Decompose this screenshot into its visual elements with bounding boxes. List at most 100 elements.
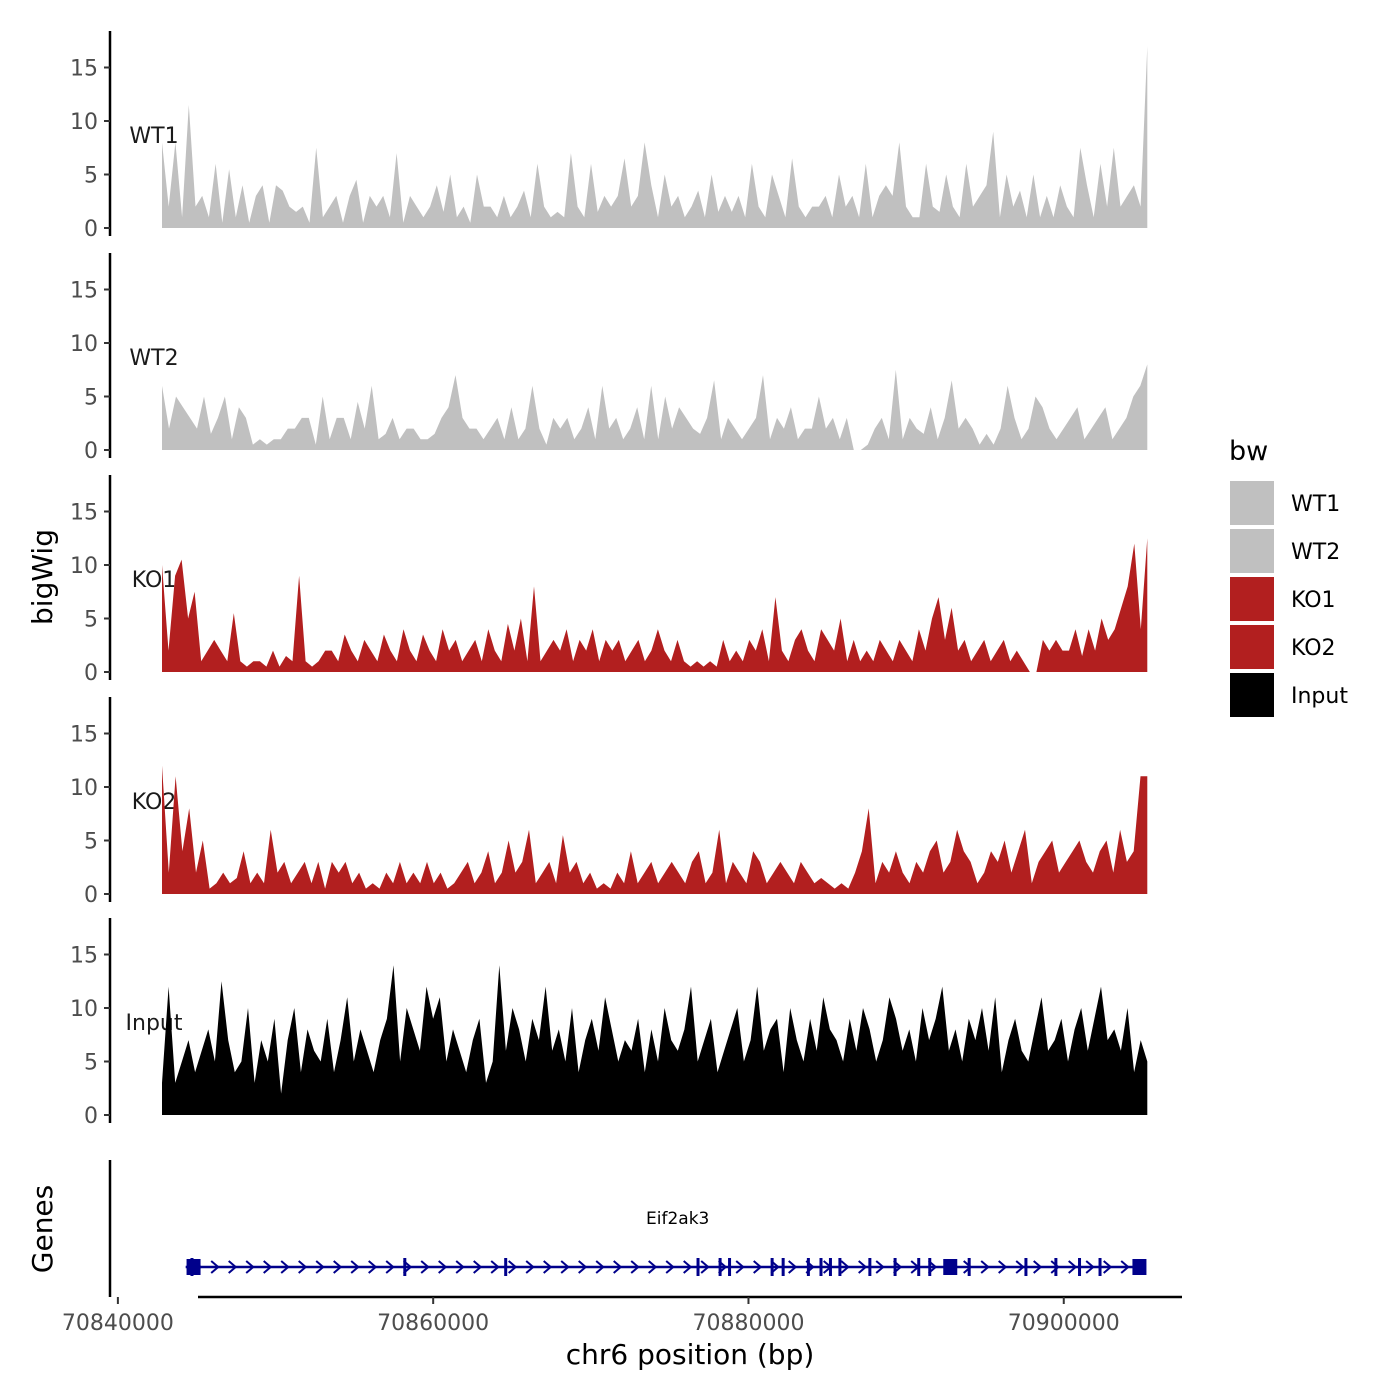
gene-exon xyxy=(1098,1258,1102,1276)
strand-arrow xyxy=(753,1260,763,1274)
legend-label: KO1 xyxy=(1291,588,1336,613)
strand-arrow xyxy=(333,1260,343,1274)
x-tick-label: 70900000 xyxy=(1008,1311,1120,1336)
legend-label: WT2 xyxy=(1291,540,1340,565)
tracks: 0 5 10 15 WT1 0 5 10 15 WT2 0 5 10 15 KO1 0 5 10 15 KO2 0 5 10… xyxy=(70,31,1148,1129)
strand-arrow xyxy=(998,1260,1008,1274)
signal-area-wt2 xyxy=(162,364,1148,450)
y-tick-label: 5 xyxy=(84,608,98,633)
strand-arrow xyxy=(1068,1260,1078,1274)
gene-exon xyxy=(504,1258,508,1276)
track-wt1: 0 5 10 15 WT1 xyxy=(70,31,1148,242)
signal-area-ko1 xyxy=(162,538,1148,672)
strand-arrow xyxy=(788,1260,798,1274)
strand-arrow xyxy=(455,1260,465,1274)
y-tick-label: 0 xyxy=(84,1104,98,1129)
strand-arrow xyxy=(560,1260,570,1274)
gene-exon xyxy=(806,1258,810,1276)
strand-arrow xyxy=(683,1260,693,1274)
strand-arrow xyxy=(735,1260,745,1274)
strand-arrow xyxy=(350,1260,360,1274)
strand-arrow xyxy=(875,1260,885,1274)
genes-panel-title: Genes xyxy=(26,1185,59,1273)
gene-name-label: Eif2ak3 xyxy=(646,1209,709,1229)
strand-arrow xyxy=(613,1260,623,1274)
y-tick-label: 5 xyxy=(84,164,98,189)
signal-area-input xyxy=(162,965,1148,1115)
gene-exon xyxy=(696,1258,700,1276)
strand-arrow xyxy=(980,1260,990,1274)
strand-arrow xyxy=(963,1260,973,1274)
gene-exon xyxy=(893,1258,897,1276)
strand-arrow xyxy=(490,1260,500,1274)
track-label: KO2 xyxy=(132,790,177,815)
track-input: 0 5 10 15 Input xyxy=(70,918,1148,1129)
y-tick-label: 15 xyxy=(70,723,98,748)
track-ko2: 0 5 10 15 KO2 xyxy=(70,697,1148,908)
legend-label: KO2 xyxy=(1291,636,1336,661)
track-ko1: 0 5 10 15 KO1 xyxy=(70,475,1148,686)
legend-title: bw xyxy=(1229,436,1268,467)
strand-arrow xyxy=(438,1260,448,1274)
legend-entry: Input xyxy=(1228,671,1348,719)
strand-arrow xyxy=(280,1260,290,1274)
legend-entry: KO1 xyxy=(1228,575,1336,623)
x-axis-title: chr6 position (bp) xyxy=(566,1338,815,1371)
legend: bw WT1 WT2 KO1 KO2 Input xyxy=(1228,436,1348,719)
gene-exon-large xyxy=(1132,1259,1147,1275)
strand-arrow xyxy=(298,1260,308,1274)
strand-arrow xyxy=(595,1260,605,1274)
track-label: KO1 xyxy=(132,568,177,593)
y-tick-label: 5 xyxy=(84,1051,98,1076)
gene-exon xyxy=(403,1258,407,1276)
y-tick-label: 10 xyxy=(70,332,98,357)
gene-exon xyxy=(967,1258,971,1276)
strand-arrow xyxy=(1103,1260,1113,1274)
gene-exon xyxy=(838,1258,842,1276)
strand-arrow xyxy=(858,1260,868,1274)
legend-swatch xyxy=(1228,671,1276,719)
gene-exon xyxy=(1078,1258,1082,1276)
strand-arrow xyxy=(210,1260,220,1274)
strand-arrow xyxy=(368,1260,378,1274)
y-tick-label: 5 xyxy=(84,830,98,855)
strand-arrow xyxy=(1050,1260,1060,1274)
strand-arrow xyxy=(665,1260,675,1274)
strand-arrow xyxy=(1120,1260,1130,1274)
strand-arrow xyxy=(578,1260,588,1274)
strand-arrow xyxy=(1085,1260,1095,1274)
strand-arrow xyxy=(420,1260,430,1274)
legend-swatch xyxy=(1228,527,1276,575)
strand-arrow xyxy=(840,1260,850,1274)
gene-exon xyxy=(819,1258,823,1276)
legend-label: WT1 xyxy=(1291,492,1340,517)
y-tick-label: 15 xyxy=(70,57,98,82)
strand-arrow xyxy=(1015,1260,1025,1274)
y-tick-label: 15 xyxy=(70,944,98,969)
y-tick-label: 10 xyxy=(70,776,98,801)
gene-panel: Eif2ak3 xyxy=(108,1160,1147,1297)
track-wt2: 0 5 10 15 WT2 xyxy=(70,253,1148,464)
gene-exon xyxy=(917,1258,921,1276)
gene-exon xyxy=(868,1258,872,1276)
x-tick-label: 70840000 xyxy=(62,1311,174,1336)
strand-arrow xyxy=(648,1260,658,1274)
y-tick-label: 0 xyxy=(84,883,98,908)
strand-arrow xyxy=(473,1260,483,1274)
legend-swatch xyxy=(1228,575,1276,623)
x-tick-label: 70880000 xyxy=(692,1311,804,1336)
strand-arrow xyxy=(245,1260,255,1274)
legend-label: Input xyxy=(1291,684,1348,709)
y-tick-label: 5 xyxy=(84,386,98,411)
legend-entry: WT1 xyxy=(1228,479,1340,527)
gene-exon xyxy=(781,1258,785,1276)
track-label: Input xyxy=(126,1011,183,1036)
strand-arrow xyxy=(543,1260,553,1274)
y-tick-label: 0 xyxy=(84,439,98,464)
strand-arrow xyxy=(385,1260,395,1274)
gene-exon xyxy=(1054,1258,1058,1276)
y-tick-label: 0 xyxy=(84,217,98,242)
gene-exon xyxy=(928,1258,932,1276)
y-tick-label: 0 xyxy=(84,661,98,686)
